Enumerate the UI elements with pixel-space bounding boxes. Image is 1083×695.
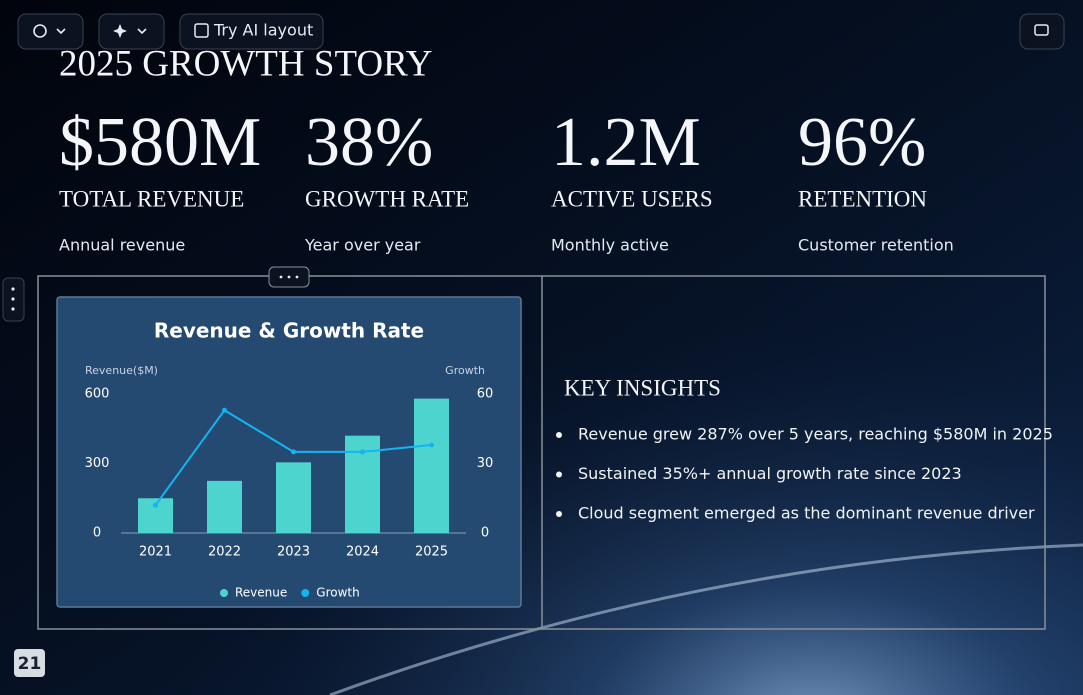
legend-swatch: [220, 589, 228, 597]
x-tick-label: 2024: [346, 545, 379, 560]
chart: 0 300 600 0 30 60 2021 2022 2023 2024 2025 Revenue G…: [85, 387, 494, 600]
layout-icon: [194, 23, 209, 38]
x-tick-label: 2025: [415, 545, 448, 560]
stat-value: 1.2M: [551, 104, 701, 181]
x-tick-label: 2023: [277, 545, 310, 560]
page-number: 21: [18, 654, 42, 674]
y2-tick-label: 30: [477, 456, 494, 471]
stat-value: 38%: [305, 104, 433, 181]
stat-caption: Monthly active: [551, 236, 669, 255]
chevron: [137, 28, 147, 35]
dot: [295, 275, 299, 279]
chart-card: [56, 296, 522, 608]
stat-label: TOTAL REVENUE: [59, 186, 244, 211]
theme-button[interactable]: [17, 13, 84, 50]
line-point: [153, 502, 158, 508]
y2-axis-label: Growth: [445, 364, 485, 377]
page-number-badge: [14, 649, 45, 677]
line-point: [291, 449, 296, 455]
ai-layout-label: Try AI layout: [213, 21, 313, 40]
legend-swatch: [301, 589, 310, 597]
y2-tick-label: 0: [481, 526, 489, 541]
y2-tick-label: 60: [477, 387, 494, 402]
dot: [11, 297, 15, 301]
stat-caption: Year over year: [304, 236, 421, 255]
y-tick-label: 300: [85, 456, 110, 471]
y-tick-label: 0: [93, 526, 101, 541]
palette-icon: [33, 24, 47, 38]
comment-icon: [1034, 24, 1049, 36]
bullet: [556, 471, 562, 478]
bar: [414, 398, 449, 533]
slide-title: 2025 GROWTH STORY: [59, 43, 432, 84]
line-point: [360, 449, 365, 455]
chevron: [56, 28, 66, 35]
insight-item: Cloud segment emerged as the dominant re…: [578, 504, 1035, 523]
y-axis-label: Revenue($M): [85, 364, 158, 377]
stats: $580M TOTAL REVENUE Annual revenue 38% GROWT…: [59, 104, 954, 254]
chart-title: Revenue & Growth Rate: [154, 319, 424, 343]
stat-label: RETENTION: [798, 186, 927, 211]
bullet: [556, 432, 562, 438]
insights-heading: KEY INSIGHTS: [564, 375, 721, 400]
stat-value: $580M: [59, 104, 261, 181]
y-tick-label: 600: [85, 387, 110, 402]
sparkle-icon: [113, 24, 127, 38]
line-point: [429, 442, 434, 448]
ai-layout-button[interactable]: [179, 13, 324, 50]
legend-label: Growth: [316, 586, 359, 600]
dot: [287, 275, 291, 279]
x-tick-label: 2022: [208, 545, 241, 560]
stat-label: GROWTH RATE: [305, 186, 469, 211]
bar: [207, 480, 242, 533]
comments-button[interactable]: [1019, 13, 1065, 50]
toolbar: Try AI layout: [17, 13, 1065, 50]
ai-button[interactable]: [98, 13, 165, 50]
line-point: [222, 407, 227, 413]
dot: [11, 287, 15, 291]
insights-list: Revenue grew 287% over 5 years, reaching…: [556, 425, 1053, 523]
bullet: [556, 511, 562, 517]
bar: [276, 462, 311, 533]
insight-item: Revenue grew 287% over 5 years, reaching…: [578, 425, 1053, 444]
dot: [279, 275, 283, 279]
insight-item: Sustained 35%+ annual growth rate since …: [578, 464, 962, 483]
planet-horizon: [329, 543, 1083, 695]
stat-caption: Annual revenue: [59, 236, 185, 255]
stat-label: ACTIVE USERS: [551, 186, 713, 211]
dot: [11, 307, 15, 311]
stat-value: 96%: [798, 104, 926, 181]
legend-label: Revenue: [235, 586, 287, 600]
x-tick-label: 2021: [139, 545, 172, 560]
stat-caption: Customer retention: [798, 236, 954, 255]
